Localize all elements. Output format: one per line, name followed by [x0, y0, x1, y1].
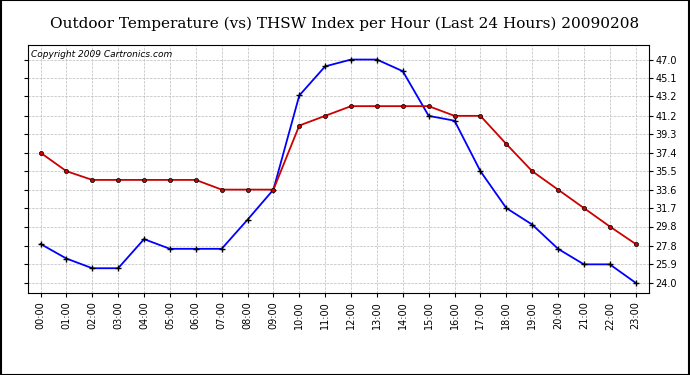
- Text: Outdoor Temperature (vs) THSW Index per Hour (Last 24 Hours) 20090208: Outdoor Temperature (vs) THSW Index per …: [50, 17, 640, 31]
- Text: Copyright 2009 Cartronics.com: Copyright 2009 Cartronics.com: [31, 50, 172, 59]
